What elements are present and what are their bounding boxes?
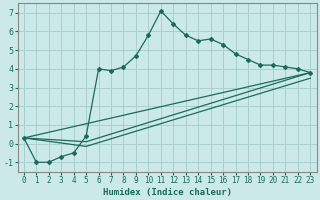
X-axis label: Humidex (Indice chaleur): Humidex (Indice chaleur) [103,188,232,197]
